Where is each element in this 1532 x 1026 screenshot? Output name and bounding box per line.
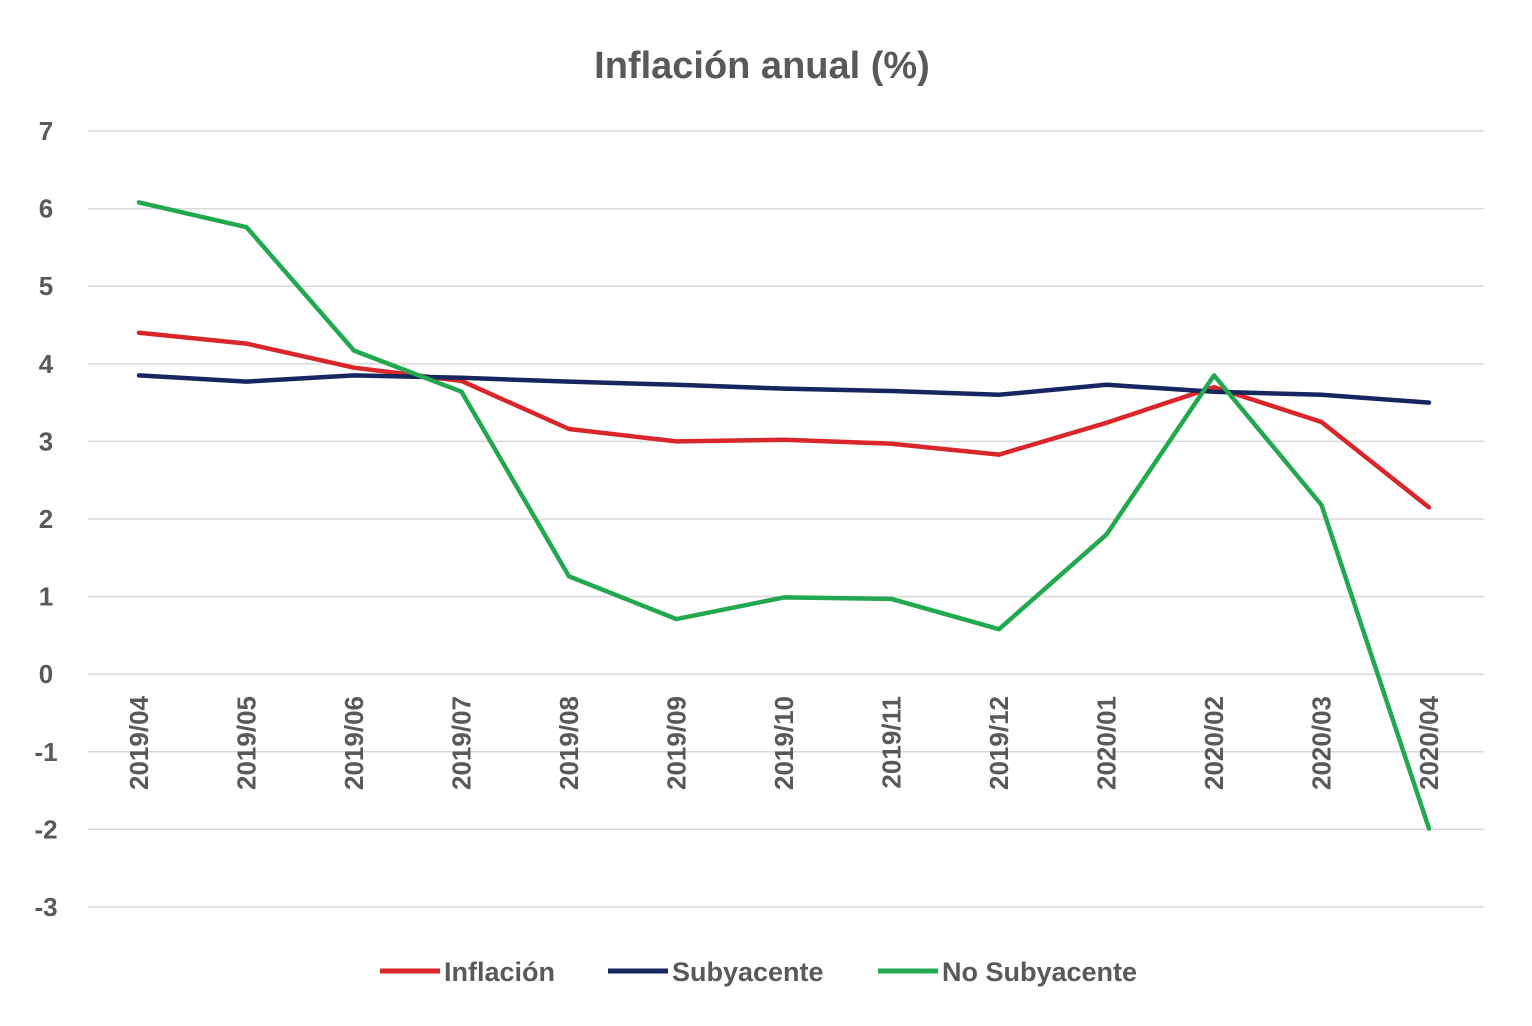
y-tick-label: -1: [34, 737, 57, 767]
x-tick-label: 2020/01: [1092, 696, 1122, 790]
legend-label: Inflación: [444, 957, 555, 987]
legend-item: Inflación: [380, 957, 555, 987]
legend-item: No Subyacente: [878, 957, 1137, 987]
x-tick-label: 2020/02: [1199, 696, 1229, 790]
legend: Inflación Subyacente No Subyacente: [380, 957, 1137, 987]
y-tick-label: 1: [39, 582, 53, 612]
x-tick-label: 2019/08: [554, 696, 584, 790]
y-tick-label: 2: [39, 504, 53, 534]
x-tick-label: 2019/07: [447, 696, 477, 790]
y-tick-label: 0: [39, 659, 53, 689]
x-tick-label: 2019/06: [339, 696, 369, 790]
x-axis-tick-labels: 2019/04 2019/05 2019/06 2019/07 2019/08 2019/…: [124, 695, 1444, 790]
series-lines: [136, 200, 1432, 831]
x-tick-label: 2020/03: [1307, 696, 1337, 790]
x-tick-label: 2019/04: [124, 695, 154, 790]
legend-item: Subyacente: [608, 957, 824, 987]
chart-title: Inflación anual (%): [594, 45, 930, 87]
legend-label: Subyacente: [672, 957, 824, 987]
x-tick-label: 2019/10: [769, 696, 799, 790]
legend-label: No Subyacente: [942, 957, 1137, 987]
y-axis-tick-labels: 7 6 5 4 3 2 1 0 -1 -2 -3: [34, 116, 57, 922]
y-tick-label: 4: [39, 349, 54, 379]
x-tick-label: 2019/12: [984, 696, 1014, 790]
y-tick-label: 7: [39, 116, 53, 146]
series-line-2: [136, 373, 1432, 405]
x-tick-label: 2020/04: [1414, 695, 1444, 790]
y-tick-label: -3: [34, 892, 57, 922]
series-line-1: [136, 330, 1432, 510]
x-tick-label: 2019/05: [232, 696, 262, 790]
x-tick-label: 2019/11: [877, 696, 907, 789]
series-line-3: [136, 200, 1432, 831]
y-tick-label: 6: [39, 194, 53, 224]
y-tick-label: 3: [39, 426, 53, 456]
x-tick-label: 2019/09: [662, 696, 692, 790]
y-tick-label: -2: [34, 814, 57, 844]
y-tick-label: 5: [39, 271, 53, 301]
